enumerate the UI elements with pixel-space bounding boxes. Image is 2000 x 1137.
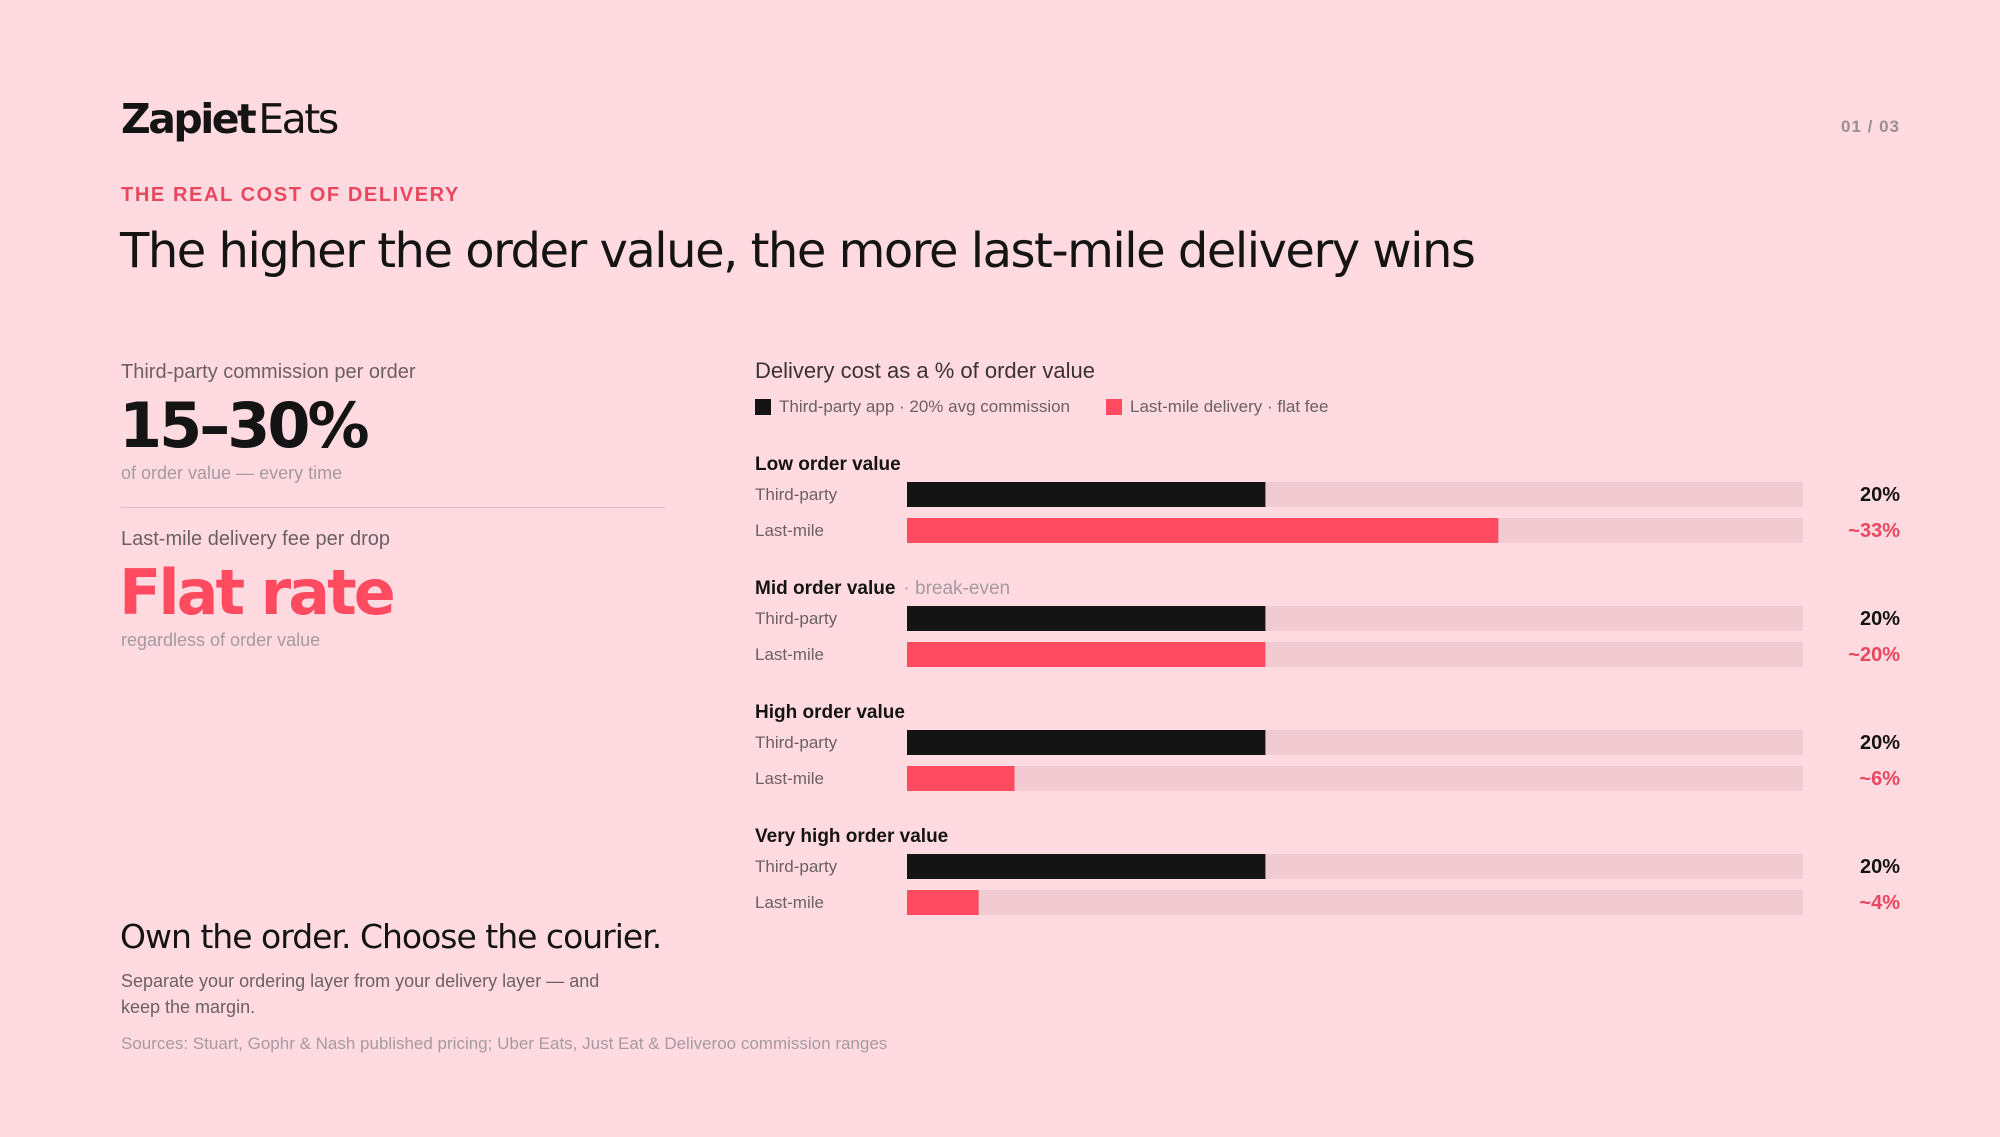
- eyebrow-label: THE REAL COST OF DELIVERY: [121, 184, 460, 206]
- legend-item-third-party: Third-party app · 20% avg commission: [755, 397, 1070, 417]
- page-headline: The higher the order value, the more las…: [120, 223, 1476, 279]
- bar-value-label: ~4%: [1859, 892, 1900, 914]
- bar-last-mile: [907, 766, 1015, 791]
- stat-flat-label: Last-mile delivery fee per drop: [121, 528, 391, 550]
- chart-title: Delivery cost as a % of order value: [755, 358, 1095, 383]
- chart-legend: Third-party app · 20% avg commission Las…: [755, 397, 1364, 417]
- legend-swatch-third-party: [755, 399, 771, 415]
- bar-label: Third-party: [755, 857, 838, 876]
- bar-third-party: [907, 854, 1266, 879]
- legend-label-last-mile: Last-mile delivery · flat fee: [1130, 397, 1329, 416]
- bar-label: Last-mile: [755, 893, 824, 912]
- stat-commission-label: Third-party commission per order: [121, 361, 416, 383]
- bar-value-label: ~20%: [1848, 644, 1900, 666]
- legend-label-third-party: Third-party app · 20% avg commission: [779, 397, 1071, 416]
- legend-item-last-mile: Last-mile delivery · flat fee: [1106, 397, 1328, 417]
- bar-last-mile: [907, 518, 1499, 543]
- stat-flat-value: Flat rate: [119, 556, 396, 629]
- bar-value-label: ~33%: [1848, 520, 1900, 542]
- brand-name-light: Eats: [258, 95, 339, 143]
- bar-last-mile: [907, 642, 1266, 667]
- bar-value-label: 20%: [1860, 732, 1900, 754]
- bar-track: [907, 766, 1803, 791]
- brand-logo: ZapietEats: [121, 94, 339, 144]
- bar-value-label: 20%: [1860, 608, 1900, 630]
- bar-label: Third-party: [755, 733, 838, 752]
- bar-third-party: [907, 606, 1266, 631]
- bar-label: Last-mile: [755, 645, 824, 664]
- group-label: Low order value: [755, 454, 901, 475]
- bar-label: Last-mile: [755, 769, 824, 788]
- stat-flat-sub: regardless of order value: [121, 630, 321, 650]
- bar-label: Last-mile: [755, 521, 824, 540]
- bar-last-mile: [907, 890, 979, 915]
- bar-third-party: [907, 482, 1266, 507]
- group-note: · break-even: [903, 578, 1010, 599]
- brand-name-bold: Zapiet: [121, 95, 257, 143]
- bar-label: Third-party: [755, 485, 838, 504]
- stats-divider: [121, 507, 665, 508]
- stat-commission-value: 15–30%: [119, 389, 370, 462]
- group-label: High order value: [755, 702, 905, 723]
- tagline-subtext: Separate your ordering layer from your d…: [121, 971, 600, 1017]
- page-indicator: 01 / 03: [1841, 117, 1900, 136]
- sources-footnote: Sources: Stuart, Gophr & Nash published …: [121, 1034, 888, 1053]
- bar-label: Third-party: [755, 609, 838, 628]
- legend-swatch-last-mile: [1106, 399, 1123, 415]
- bar-value-label: ~6%: [1859, 768, 1900, 790]
- stat-commission-sub: of order value — every time: [121, 463, 343, 483]
- group-label: Very high order value: [755, 826, 948, 847]
- group-label: Mid order value · break-even: [755, 578, 1010, 599]
- bar-track: [907, 890, 1803, 915]
- tagline: Own the order. Choose the courier.: [120, 917, 662, 956]
- bar-value-label: 20%: [1860, 856, 1900, 878]
- bar-value-label: 20%: [1860, 484, 1900, 506]
- bar-third-party: [907, 730, 1266, 755]
